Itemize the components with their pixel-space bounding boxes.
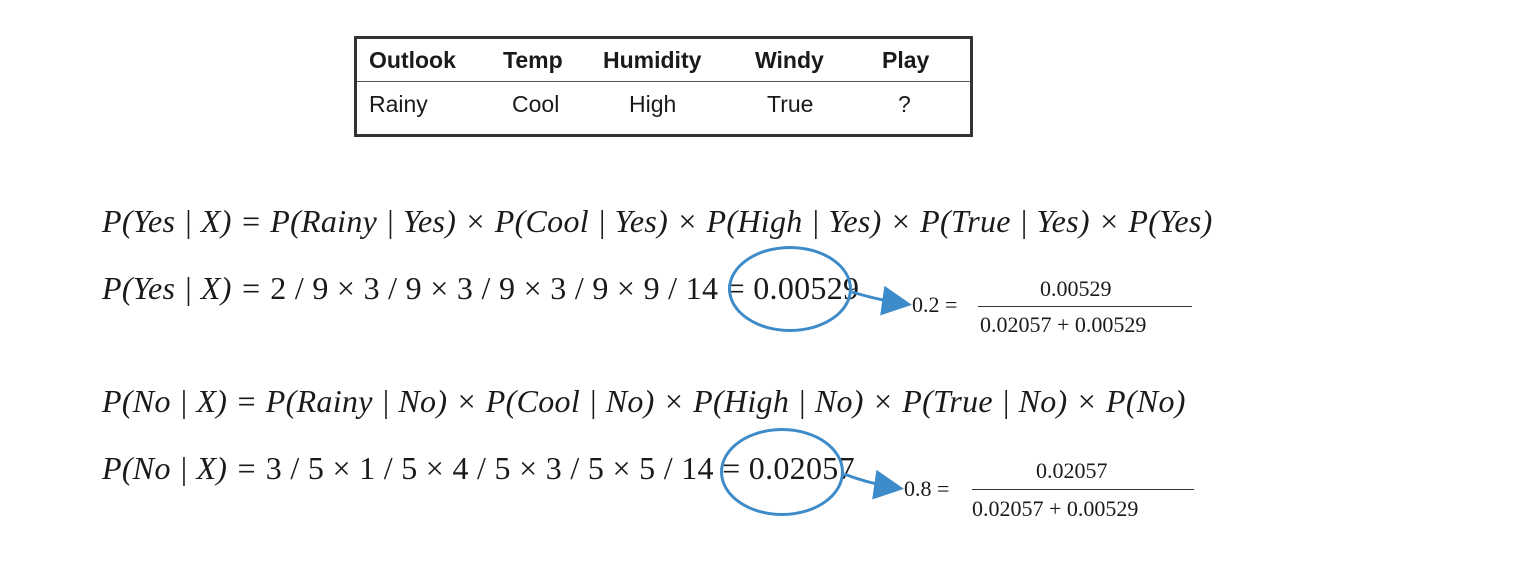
fraction-numerator: 0.00529: [1040, 276, 1112, 301]
equation-rhs: 2 / 9 × 3 / 9 × 3 / 9 × 3 / 9 × 9 / 14 =: [270, 270, 745, 306]
cell-temp: Cool: [512, 91, 560, 117]
header-windy: Windy: [755, 47, 824, 73]
fraction-no: 0.8 = 0.02057 0.02057 + 0.00529: [904, 458, 1204, 528]
cell-outlook: Rainy: [369, 91, 428, 117]
cell-windy: True: [767, 91, 814, 117]
fraction-value: 0.2 =: [912, 292, 958, 317]
highlight-circle-no: [720, 428, 844, 516]
header-humidity: Humidity: [603, 47, 702, 73]
weather-table: Outlook Temp Humidity Windy Play Rainy C…: [354, 36, 973, 137]
cell-play: ?: [898, 91, 911, 117]
fraction-yes: 0.2 = 0.00529 0.02057 + 0.00529: [912, 276, 1202, 346]
equation-rhs: 3 / 5 × 1 / 5 × 4 / 5 × 3 / 5 × 5 / 14 =: [265, 450, 741, 486]
header-divider: [357, 81, 970, 82]
fraction-bar: [978, 306, 1192, 307]
arrow-yes-icon: [851, 285, 912, 316]
fraction-numerator: 0.02057: [1036, 458, 1108, 483]
equation-lhs: P(No | X) =: [102, 450, 258, 486]
equation-no-formula: P(No | X) = P(Rainy | No) × P(Cool | No)…: [102, 383, 1186, 420]
equation-rhs: P(Rainy | No) × P(Cool | No) × P(High | …: [265, 383, 1186, 419]
header-outlook: Outlook: [369, 47, 456, 73]
highlight-circle-yes: [728, 246, 852, 332]
header-temp: Temp: [503, 47, 563, 73]
fraction-denominator: 0.02057 + 0.00529: [972, 496, 1139, 521]
equation-lhs: P(No | X) =: [102, 383, 258, 419]
fraction-bar: [972, 489, 1194, 490]
cell-humidity: High: [629, 91, 677, 117]
equation-yes-formula: P(Yes | X) = P(Rainy | Yes) × P(Cool | Y…: [102, 203, 1213, 240]
fraction-value: 0.8 =: [904, 476, 950, 501]
equation-lhs: P(Yes | X) =: [102, 203, 262, 239]
arrow-no-icon: [843, 469, 904, 500]
equation-lhs: P(Yes | X) =: [102, 270, 262, 306]
header-play: Play: [882, 47, 930, 73]
equation-rhs: P(Rainy | Yes) × P(Cool | Yes) × P(High …: [270, 203, 1213, 239]
fraction-denominator: 0.02057 + 0.00529: [980, 312, 1147, 337]
